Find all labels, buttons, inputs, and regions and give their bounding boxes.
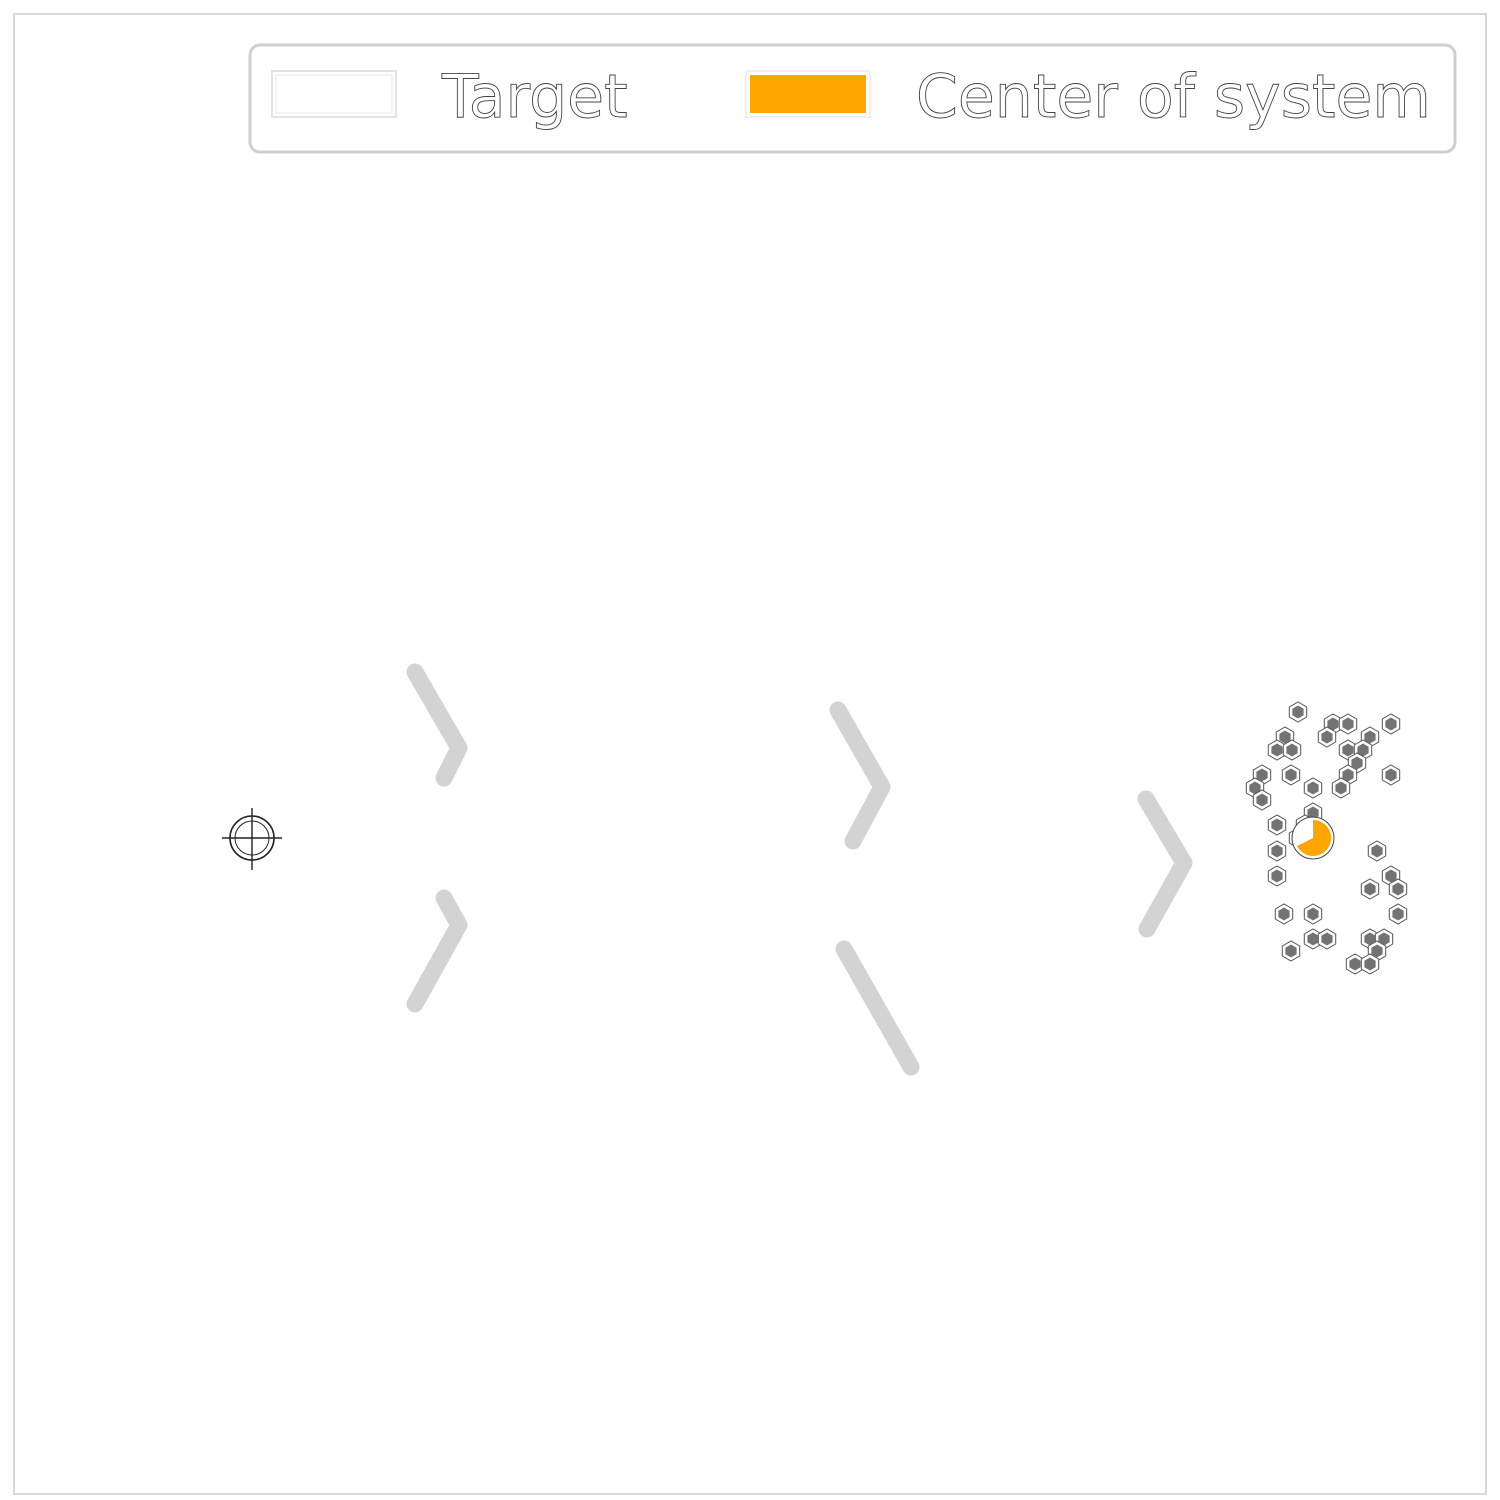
hexagon-cell-core (1385, 768, 1397, 782)
hexagon-cell-core (1364, 957, 1376, 971)
chevron-wall (829, 701, 891, 850)
hexagon-cell-core (1342, 717, 1354, 731)
hexagon-cell-core (1385, 717, 1397, 731)
agent-swarm (1245, 701, 1408, 975)
board-frame (13, 13, 1487, 1495)
hexagon-cell-core (1271, 818, 1283, 832)
legend-center-swatch-fill (750, 75, 866, 113)
legend-target-label: Target (441, 62, 628, 132)
legend-center-label: Center of system (916, 62, 1431, 132)
hexagon-cell-core (1256, 793, 1268, 807)
hexagon-cell-core (1321, 932, 1333, 946)
hexagon-cell-core (1364, 932, 1376, 946)
system-center-marker (1291, 816, 1335, 860)
hexagon-cell-core (1335, 781, 1347, 795)
hexagon-cell-core (1279, 730, 1291, 744)
hexagon-cell-core (1307, 932, 1319, 946)
hexagon-cell-core (1321, 730, 1333, 744)
chevron-wall (406, 889, 468, 1013)
hexagon-cell-core (1271, 869, 1283, 883)
hexagon-cell-core (1385, 869, 1397, 883)
hexagon-cell-core (1285, 768, 1297, 782)
hexagon-cell-core (1286, 743, 1298, 757)
chevron-wall (1137, 790, 1193, 938)
hexagon-cell-core (1307, 781, 1319, 795)
hexagon-cell-core (1351, 756, 1363, 770)
hexagon-cell-core (1357, 743, 1369, 757)
legend-target-swatch-inner (275, 74, 393, 114)
hexagon-cell-core (1278, 907, 1290, 921)
hexagon-cell-core (1371, 944, 1383, 958)
hexagon-cell-core (1364, 882, 1376, 896)
hexagon-cell-core (1327, 717, 1339, 731)
chevron-wall (835, 940, 920, 1076)
hexagon-cell-core (1371, 844, 1383, 858)
legend: Target Center of system (248, 43, 1457, 154)
hexagon-cell-core (1307, 806, 1319, 820)
crosshair-icon (222, 808, 282, 870)
obstacles (406, 663, 1193, 1076)
hexagon-cell-core (1271, 844, 1283, 858)
hexagon-cell-core (1249, 781, 1261, 795)
hexagon-cell-core (1285, 944, 1297, 958)
hexagon-cell-core (1349, 957, 1361, 971)
hexagon-cell-core (1271, 743, 1283, 757)
hexagon-cell-core (1342, 743, 1354, 757)
hexagon-cell-core (1292, 705, 1304, 719)
hexagon-cell-core (1378, 932, 1390, 946)
chevron-wall (406, 663, 468, 787)
hexagon-cell-core (1392, 907, 1404, 921)
hexagon-cell-core (1364, 730, 1376, 744)
hexagon-cell-core (1256, 768, 1268, 782)
hexagon-cell-core (1392, 882, 1404, 896)
hexagon-cell-core (1307, 907, 1319, 921)
hexagon-cell-core (1342, 768, 1354, 782)
